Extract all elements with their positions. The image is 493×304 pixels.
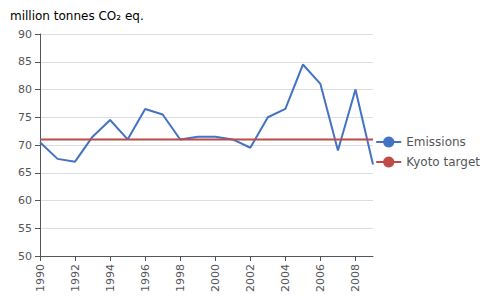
svg-text:85: 85 (18, 55, 32, 68)
svg-text:1994: 1994 (104, 264, 117, 292)
svg-text:1992: 1992 (69, 264, 82, 292)
svg-text:1996: 1996 (139, 264, 152, 292)
svg-text:60: 60 (18, 194, 32, 207)
svg-text:65: 65 (18, 166, 32, 179)
svg-text:80: 80 (18, 83, 32, 96)
svg-text:90: 90 (18, 28, 32, 41)
svg-text:Kyoto target: Kyoto target (406, 155, 480, 169)
svg-text:1998: 1998 (174, 264, 187, 292)
svg-text:70: 70 (18, 139, 32, 152)
svg-text:2004: 2004 (279, 264, 292, 292)
svg-text:2000: 2000 (209, 264, 222, 292)
svg-text:75: 75 (18, 111, 32, 124)
svg-text:million tonnes CO₂ eq.: million tonnes CO₂ eq. (10, 9, 144, 23)
svg-text:50: 50 (18, 250, 32, 263)
svg-text:1990: 1990 (34, 264, 47, 292)
svg-text:2008: 2008 (349, 264, 362, 292)
svg-text:Emissions: Emissions (406, 135, 466, 149)
svg-text:2002: 2002 (244, 264, 257, 292)
svg-text:55: 55 (18, 222, 32, 235)
svg-text:2006: 2006 (314, 264, 327, 292)
